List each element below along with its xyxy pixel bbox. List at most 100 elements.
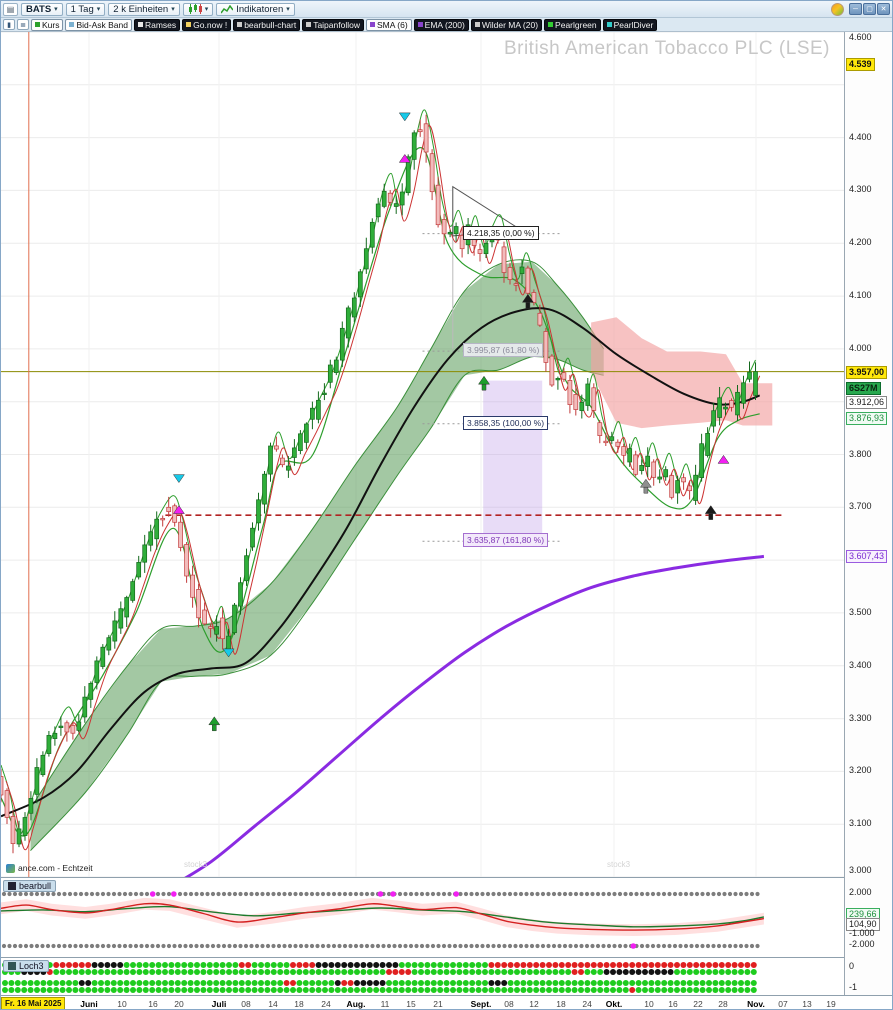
indicator-chip-bearbull-chart[interactable]: bearbull-chart xyxy=(233,18,301,31)
kijun-line xyxy=(1,307,761,818)
indicator-chip-sma-6-[interactable]: SMA (6) xyxy=(365,18,412,31)
indicator-marker-icon xyxy=(369,22,375,27)
main-chart-canvas[interactable] xyxy=(1,32,844,877)
close-button[interactable]: ✕ xyxy=(877,3,890,15)
price-axis[interactable]: 4.600 4.539 4.400 4.300 4.200 4.100 4.000 3.957… xyxy=(844,32,892,877)
fib-level-0[interactable]: 4.218,35 (0,00 %) xyxy=(463,225,539,240)
indicator-chip-label: Pearlgreen xyxy=(555,19,597,30)
indicator-chip-kurs[interactable]: Kurs xyxy=(31,18,64,31)
bearbull-band xyxy=(1,897,764,936)
indicator-chip-wilder-ma-20-[interactable]: Wilder MA (20) xyxy=(470,18,543,31)
signal-arrow-up xyxy=(172,505,185,514)
indicator-marker-icon xyxy=(548,22,554,27)
price-axis-label: 3.000 xyxy=(849,865,872,875)
chevron-down-icon: ▾ xyxy=(204,6,209,13)
list-tool-icon[interactable]: ≣ xyxy=(17,19,29,30)
platform-logo-icon[interactable] xyxy=(831,2,844,16)
time-axis-tick: Nov. xyxy=(747,999,765,1009)
main-chart-area[interactable]: British American Tobacco PLC (LSE) 4.218… xyxy=(1,32,844,877)
indicator-chip-pearlgreen[interactable]: Pearlgreen xyxy=(544,18,601,31)
chart-type-select[interactable]: ▾ xyxy=(182,2,214,16)
indicator-chip-label: Kurs xyxy=(42,19,60,30)
indicator-chip-label: PearlDiver xyxy=(613,19,654,30)
time-axis-tick: 10 xyxy=(644,999,654,1009)
indicator-marker-icon xyxy=(606,22,612,27)
loch3-indicator-chip[interactable]: Loch3 xyxy=(3,960,49,972)
indicator-chip-label: bearbull-chart xyxy=(244,19,297,30)
chevron-down-icon: ▾ xyxy=(171,6,175,13)
indicator-chip-ramses[interactable]: Ramses xyxy=(133,18,181,31)
signal-arrow-down xyxy=(398,112,411,122)
time-axis-tick: 18 xyxy=(556,999,566,1009)
signal-arrow-down xyxy=(172,474,185,484)
bearbull-indicator-chip[interactable]: bearbull xyxy=(3,880,57,892)
candlestick-icon xyxy=(188,4,202,14)
price-axis-label: 3.800 xyxy=(849,448,872,459)
session-date-badge: Fr. 16 Mai 2025 xyxy=(1,997,66,1009)
loch3-canvas[interactable] xyxy=(1,958,844,995)
signal-arrow-down xyxy=(222,648,235,658)
bearbull-signal-dot xyxy=(149,891,156,897)
maximize-button[interactable]: ▢ xyxy=(863,3,876,15)
symbol-label: BATS xyxy=(26,3,52,15)
units-select[interactable]: 2 k Einheiten ▾ xyxy=(108,2,180,16)
minimize-button[interactable]: ─ xyxy=(849,3,862,15)
time-axis-tick: 10 xyxy=(117,999,127,1009)
indicator-chip-ema-200-[interactable]: EMA (200) xyxy=(413,18,469,31)
indicator-chip-go-now-[interactable]: Go.now ! xyxy=(182,18,232,31)
bearbull-signal-dot xyxy=(377,891,384,897)
time-axis-tick: Juli xyxy=(211,999,227,1009)
bearbull-label: bearbull xyxy=(19,881,52,891)
indicator-chip-label: Go.now ! xyxy=(193,19,228,30)
units-label: 2 k Einheiten xyxy=(113,3,169,15)
bearbull-signal-dot xyxy=(390,891,396,897)
indicator-chip-taipanfollow[interactable]: Taipanfollow xyxy=(302,18,364,31)
time-axis-tick: 24 xyxy=(321,999,331,1009)
bearbull-canvas[interactable] xyxy=(1,878,844,957)
ema200-line xyxy=(184,554,765,877)
time-axis[interactable]: Fr. 16 Mai 2025 Juni 10 16 20 Juli 08 14 18 24 Au… xyxy=(1,995,892,1009)
indicator-chip-label: Ramses xyxy=(144,19,177,30)
ichimoku-cloud-red xyxy=(591,317,773,429)
loch3-panel[interactable]: Loch3 xyxy=(1,957,844,995)
price-axis-label: 3.300 xyxy=(849,712,872,723)
indicator-chip-pearldiver[interactable]: PearlDiver xyxy=(602,18,658,31)
bearbull-panel[interactable]: bearbull xyxy=(1,877,844,957)
candle-tool-icon[interactable]: ▮ xyxy=(3,19,15,30)
time-axis-tick: 14 xyxy=(268,999,278,1009)
time-axis-tick: 08 xyxy=(504,999,514,1009)
chevron-down-icon: ▾ xyxy=(96,6,101,13)
signal-arrow-up xyxy=(478,375,490,391)
loch3-axis-label: 0 xyxy=(849,961,855,971)
time-axis-tick: Juni xyxy=(80,999,98,1009)
price-axis-label: 4.400 xyxy=(849,131,872,142)
price-axis-label: 3.100 xyxy=(849,818,872,829)
timeframe-label: 1 Tag xyxy=(70,3,94,15)
loch3-label: Loch3 xyxy=(19,961,44,971)
indicator-chip-label: Bid-Ask Band xyxy=(76,19,128,30)
indicator-marker-icon xyxy=(137,22,143,27)
symbol-select[interactable]: BATS ▾ xyxy=(21,2,63,16)
fib-level-618[interactable]: 3.995,87 (61,80 %) xyxy=(463,343,544,358)
bearbull-axis: 2.000 239,66 104,90 -1.000 -2.000 xyxy=(844,877,892,957)
indicator-chip-bid-ask-band[interactable]: Bid-Ask Band xyxy=(65,18,132,31)
time-axis-tick: 21 xyxy=(433,999,443,1009)
fib-level-1618[interactable]: 3.635,87 (161,80 %) xyxy=(463,533,549,548)
indicator-marker-icon xyxy=(237,22,243,27)
price-axis-label: 3.500 xyxy=(849,606,872,617)
fib-level-100[interactable]: 3.858,35 (100,00 %) xyxy=(463,415,549,430)
price-axis-label: 3.700 xyxy=(849,501,872,512)
indicators-label: Indikatoren xyxy=(236,3,284,15)
fib-projection-band xyxy=(483,380,543,542)
time-axis-tick: 15 xyxy=(406,999,416,1009)
signal-arrow-up xyxy=(398,153,411,163)
app-icon[interactable]: ▤ xyxy=(3,2,18,16)
indicators-icon xyxy=(221,4,234,13)
indicators-button[interactable]: Indikatoren ▾ xyxy=(216,2,295,16)
indicator-marker-icon xyxy=(69,22,75,27)
indicator-marker-icon xyxy=(35,22,40,27)
time-axis-tick: 19 xyxy=(826,999,836,1009)
price-axis-label: 3.912,06 xyxy=(846,395,888,409)
timeframe-select[interactable]: 1 Tag ▾ xyxy=(65,2,106,16)
